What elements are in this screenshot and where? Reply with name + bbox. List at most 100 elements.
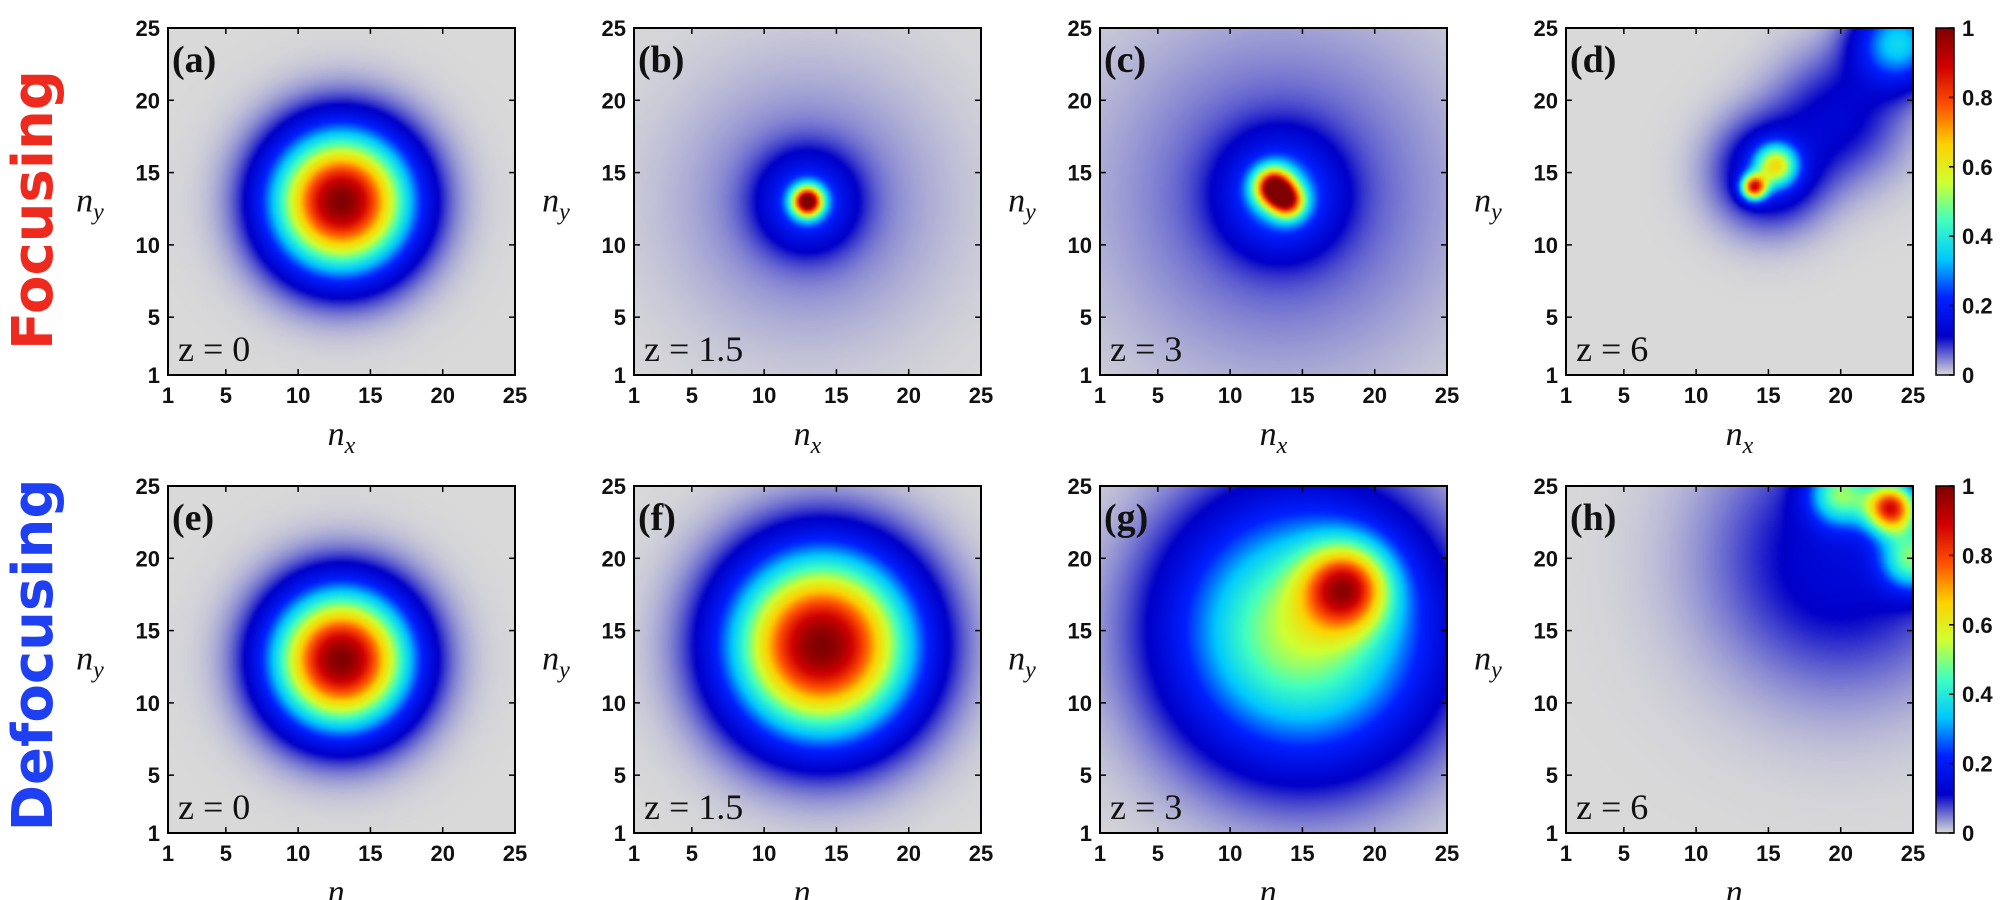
y-tick-label: 20 — [1068, 88, 1092, 113]
y-tick-label: 5 — [614, 763, 626, 788]
x-tick-label: 15 — [824, 383, 848, 408]
x-tick-label: 5 — [686, 841, 698, 866]
x-tick-label: 25 — [969, 841, 993, 866]
x-axis-label-sub: x — [1742, 891, 1754, 900]
colorbar-tick-label: 0.2 — [1962, 294, 1993, 319]
x-tick-label: 5 — [220, 383, 232, 408]
panel-label: (e) — [172, 497, 214, 539]
colorbar-tick-label: 0.6 — [1962, 613, 1993, 638]
y-tick-label: 25 — [1068, 16, 1092, 41]
y-tick-label: 1 — [614, 821, 626, 846]
y-tick-label: 15 — [136, 161, 160, 186]
z-label: z = 0 — [178, 787, 250, 827]
z-label: z = 3 — [1110, 787, 1182, 827]
plot-frame — [1099, 27, 1448, 376]
x-axis-label: nx — [1726, 416, 1754, 459]
y-axis-label-sub: y — [1489, 658, 1502, 684]
x-tick-label: 25 — [503, 841, 527, 866]
y-tick-label: 20 — [1534, 546, 1558, 571]
y-axis-label: ny — [76, 641, 104, 684]
y-axis-label: ny — [76, 183, 104, 226]
y-tick-label: 20 — [1534, 88, 1558, 113]
y-tick-label: 1 — [1546, 363, 1558, 388]
y-tick-label: 25 — [136, 474, 160, 499]
y-axis-label-sub: y — [557, 658, 570, 684]
x-tick-label: 10 — [1684, 383, 1708, 408]
panel-label: (h) — [1570, 497, 1616, 539]
panel-label: (a) — [172, 39, 216, 81]
z-label: z = 1.5 — [644, 329, 743, 369]
x-tick-label: 10 — [286, 383, 310, 408]
x-axis-label-sub: x — [1742, 433, 1754, 459]
x-axis-label: nx — [794, 416, 822, 459]
y-axis-label-sub: y — [91, 200, 104, 226]
heatmap-image — [168, 28, 515, 375]
x-tick-label: 1 — [1094, 383, 1106, 408]
z-label: z = 6 — [1576, 329, 1648, 369]
x-tick-label: 5 — [1618, 841, 1630, 866]
colorbar-tick-label: 1 — [1962, 16, 1974, 41]
colorbar-tick-label: 0 — [1962, 363, 1974, 388]
plot-frame — [1099, 485, 1448, 834]
z-label: z = 6 — [1576, 787, 1648, 827]
x-tick-label: 20 — [430, 383, 454, 408]
y-tick-label: 25 — [1534, 16, 1558, 41]
x-tick-label: 5 — [686, 383, 698, 408]
x-tick-label: 15 — [1756, 383, 1780, 408]
x-axis-label: nx — [328, 874, 356, 900]
x-axis-label: nx — [1260, 874, 1288, 900]
y-tick-label: 20 — [602, 546, 626, 571]
y-tick-label: 5 — [1080, 305, 1092, 330]
y-tick-label: 15 — [136, 619, 160, 644]
row-label-defocusing: Defocusing — [1, 479, 66, 832]
y-axis-label: ny — [542, 641, 570, 684]
plot-frame — [633, 27, 982, 376]
z-label: z = 3 — [1110, 329, 1182, 369]
x-tick-label: 20 — [1362, 383, 1386, 408]
x-tick-label: 20 — [1362, 841, 1386, 866]
x-axis-label-sub: x — [344, 891, 356, 900]
panel-label: (c) — [1104, 39, 1146, 81]
colorbar-gradient — [1935, 27, 1955, 376]
panel-label: (d) — [1570, 39, 1616, 81]
x-tick-label: 1 — [162, 383, 174, 408]
x-tick-label: 20 — [896, 383, 920, 408]
x-tick-label: 20 — [1828, 383, 1852, 408]
x-tick-label: 5 — [1618, 383, 1630, 408]
x-tick-label: 1 — [1094, 841, 1106, 866]
y-tick-label: 5 — [1080, 763, 1092, 788]
x-tick-label: 1 — [628, 841, 640, 866]
y-tick-label: 10 — [136, 691, 160, 716]
colorbar-tick-label: 0.2 — [1962, 752, 1993, 777]
x-tick-label: 25 — [969, 383, 993, 408]
x-tick-label: 1 — [162, 841, 174, 866]
y-axis-label: ny — [1008, 641, 1036, 684]
panel-label: (g) — [1104, 497, 1148, 539]
z-label: z = 1.5 — [644, 787, 743, 827]
y-tick-label: 10 — [136, 233, 160, 258]
x-axis-label-sub: x — [1276, 433, 1288, 459]
colorbar: 0 0.2 0.4 0.6 0.8 1 — [1935, 474, 1993, 846]
x-tick-label: 5 — [1152, 383, 1164, 408]
x-tick-label: 15 — [1756, 841, 1780, 866]
heatmap-image — [1566, 486, 1913, 833]
plot-frame — [1565, 27, 1914, 376]
x-axis-label: nx — [328, 416, 356, 459]
x-tick-label: 15 — [358, 383, 382, 408]
x-tick-label: 15 — [1290, 383, 1314, 408]
y-tick-label: 5 — [148, 763, 160, 788]
y-axis-label-sub: y — [1023, 200, 1036, 226]
heatmap-image — [168, 486, 515, 833]
y-tick-label: 10 — [602, 233, 626, 258]
x-tick-label: 10 — [752, 841, 776, 866]
y-tick-label: 25 — [602, 474, 626, 499]
y-tick-label: 20 — [136, 546, 160, 571]
heatmap-image — [1566, 28, 1913, 375]
plot-frame — [633, 485, 982, 834]
